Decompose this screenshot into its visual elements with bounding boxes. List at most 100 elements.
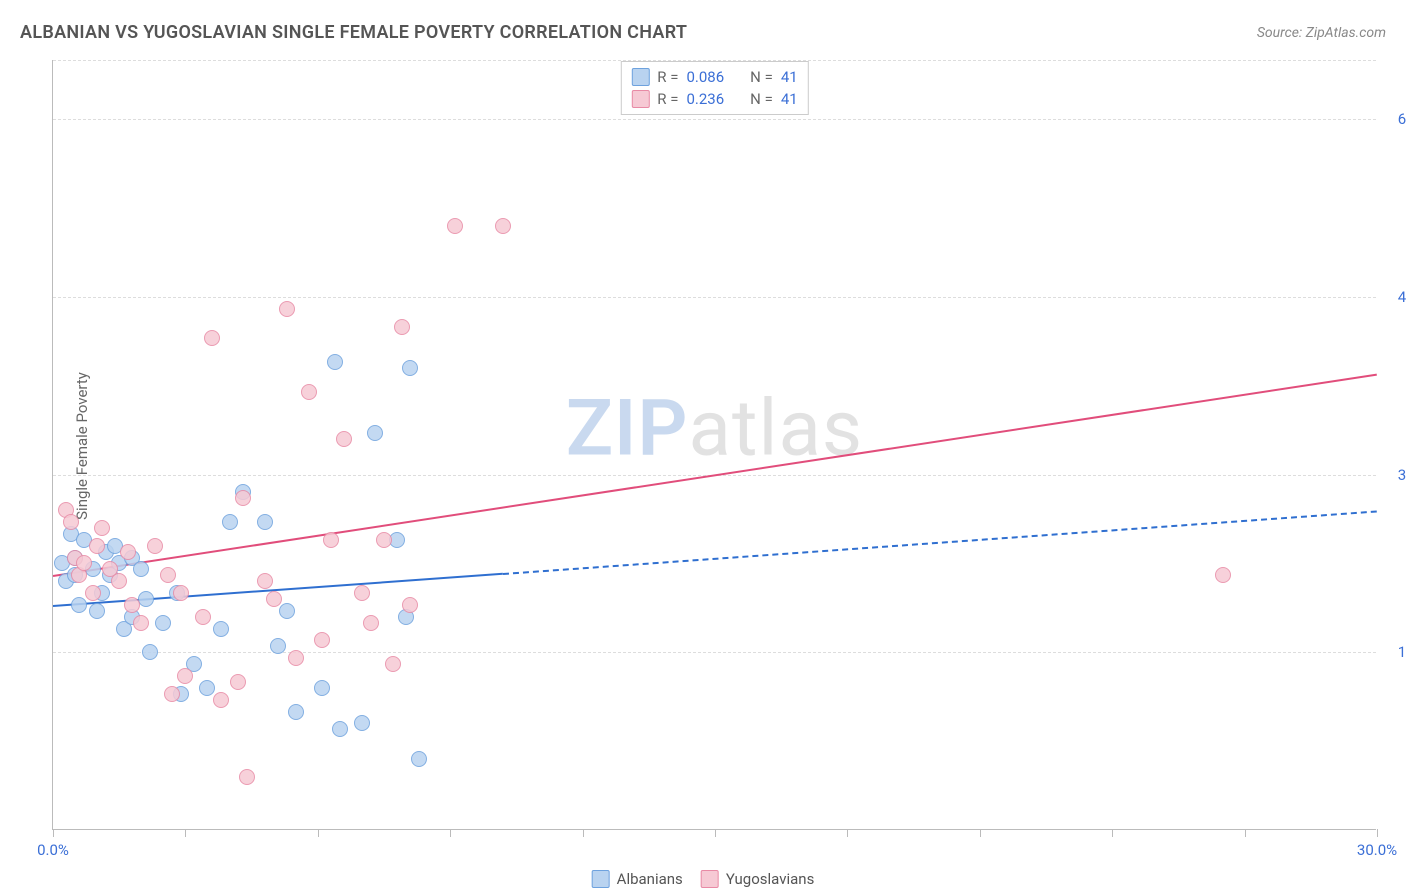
x-tick bbox=[1377, 829, 1378, 837]
y-tick-label: 30.0% bbox=[1398, 466, 1406, 484]
x-tick bbox=[1245, 829, 1246, 837]
point-yugoslavians bbox=[89, 538, 105, 554]
point-yugoslavians bbox=[213, 692, 229, 708]
point-yugoslavians bbox=[402, 597, 418, 613]
point-yugoslavians bbox=[1215, 567, 1231, 583]
legend-bottom: Albanians Yugoslavians bbox=[592, 870, 815, 888]
point-albanians bbox=[199, 680, 215, 696]
point-yugoslavians bbox=[204, 330, 220, 346]
point-yugoslavians bbox=[495, 218, 511, 234]
x-tick bbox=[980, 829, 981, 837]
point-yugoslavians bbox=[164, 686, 180, 702]
source-name: ZipAtlas.com bbox=[1306, 25, 1386, 41]
point-albanians bbox=[89, 603, 105, 619]
legend-swatch-icon bbox=[592, 870, 610, 888]
point-albanians bbox=[270, 638, 286, 654]
x-tick bbox=[847, 829, 848, 837]
point-yugoslavians bbox=[235, 490, 251, 506]
y-tick-label: 45.0% bbox=[1398, 288, 1406, 306]
point-yugoslavians bbox=[133, 615, 149, 631]
point-yugoslavians bbox=[354, 585, 370, 601]
point-yugoslavians bbox=[336, 431, 352, 447]
x-tick bbox=[1112, 829, 1113, 837]
point-albanians bbox=[402, 360, 418, 376]
point-albanians bbox=[155, 615, 171, 631]
point-albanians bbox=[354, 715, 370, 731]
point-yugoslavians bbox=[195, 609, 211, 625]
point-yugoslavians bbox=[323, 532, 339, 548]
point-yugoslavians bbox=[363, 615, 379, 631]
legend-label: Yugoslavians bbox=[726, 870, 815, 888]
point-yugoslavians bbox=[447, 218, 463, 234]
x-tick bbox=[185, 829, 186, 837]
legend-stats-row-yugoslavians: R = 0.236 N = 41 bbox=[631, 88, 797, 110]
legend-item-albanians: Albanians bbox=[592, 870, 683, 888]
point-albanians bbox=[411, 751, 427, 767]
point-albanians bbox=[332, 721, 348, 737]
point-yugoslavians bbox=[111, 573, 127, 589]
point-albanians bbox=[327, 354, 343, 370]
point-yugoslavians bbox=[266, 591, 282, 607]
point-yugoslavians bbox=[76, 555, 92, 571]
legend-swatch-icon bbox=[631, 68, 649, 86]
legend-swatch-icon bbox=[631, 90, 649, 108]
point-yugoslavians bbox=[376, 532, 392, 548]
stat-r-value: 0.086 bbox=[686, 68, 724, 86]
gridline-h bbox=[53, 297, 1376, 298]
point-yugoslavians bbox=[301, 384, 317, 400]
x-tick bbox=[715, 829, 716, 837]
gridline-h bbox=[53, 652, 1376, 653]
point-albanians bbox=[142, 644, 158, 660]
point-yugoslavians bbox=[173, 585, 189, 601]
stat-r-label: R = bbox=[657, 90, 678, 108]
point-yugoslavians bbox=[147, 538, 163, 554]
point-yugoslavians bbox=[85, 585, 101, 601]
point-yugoslavians bbox=[160, 567, 176, 583]
point-albanians bbox=[71, 597, 87, 613]
stat-r-label: R = bbox=[657, 68, 678, 86]
point-albanians bbox=[257, 514, 273, 530]
x-tick-label: 30.0% bbox=[1357, 841, 1397, 859]
watermark: ZIPatlas bbox=[566, 384, 863, 475]
scatter-plot: ZIPatlas 15.0%30.0%45.0%60.0%0.0%30.0%R … bbox=[52, 60, 1376, 830]
stat-r-value: 0.236 bbox=[686, 90, 724, 108]
y-tick-label: 60.0% bbox=[1398, 110, 1406, 128]
point-yugoslavians bbox=[230, 674, 246, 690]
x-tick bbox=[583, 829, 584, 837]
stat-n-label: N = bbox=[750, 90, 773, 108]
x-tick bbox=[450, 829, 451, 837]
gridline-h bbox=[53, 119, 1376, 120]
point-yugoslavians bbox=[120, 544, 136, 560]
legend-swatch-icon bbox=[701, 870, 719, 888]
point-yugoslavians bbox=[94, 520, 110, 536]
point-albanians bbox=[314, 680, 330, 696]
point-albanians bbox=[288, 704, 304, 720]
point-albanians bbox=[213, 621, 229, 637]
point-albanians bbox=[222, 514, 238, 530]
point-yugoslavians bbox=[385, 656, 401, 672]
point-yugoslavians bbox=[257, 573, 273, 589]
x-tick bbox=[318, 829, 319, 837]
point-yugoslavians bbox=[279, 301, 295, 317]
point-albanians bbox=[367, 425, 383, 441]
source-prefix: Source: bbox=[1257, 25, 1306, 41]
legend-item-yugoslavians: Yugoslavians bbox=[701, 870, 815, 888]
point-yugoslavians bbox=[394, 319, 410, 335]
watermark-atlas: atlas bbox=[689, 384, 864, 475]
legend-stats: R = 0.086 N = 41 R = 0.236 N = 41 bbox=[620, 61, 808, 115]
chart-source: Source: ZipAtlas.com bbox=[1257, 25, 1386, 41]
x-tick-label: 0.0% bbox=[37, 841, 69, 859]
stat-n-label: N = bbox=[750, 68, 773, 86]
point-yugoslavians bbox=[314, 632, 330, 648]
chart-title: ALBANIAN VS YUGOSLAVIAN SINGLE FEMALE PO… bbox=[20, 22, 687, 43]
chart-header: ALBANIAN VS YUGOSLAVIAN SINGLE FEMALE PO… bbox=[20, 22, 1386, 43]
legend-stats-row-albanians: R = 0.086 N = 41 bbox=[631, 66, 797, 88]
point-yugoslavians bbox=[177, 668, 193, 684]
stat-n-value: 41 bbox=[781, 90, 798, 108]
x-tick bbox=[53, 829, 54, 837]
watermark-zip: ZIP bbox=[566, 384, 689, 475]
point-albanians bbox=[133, 561, 149, 577]
point-albanians bbox=[279, 603, 295, 619]
y-tick-label: 15.0% bbox=[1398, 643, 1406, 661]
stat-n-value: 41 bbox=[781, 68, 798, 86]
